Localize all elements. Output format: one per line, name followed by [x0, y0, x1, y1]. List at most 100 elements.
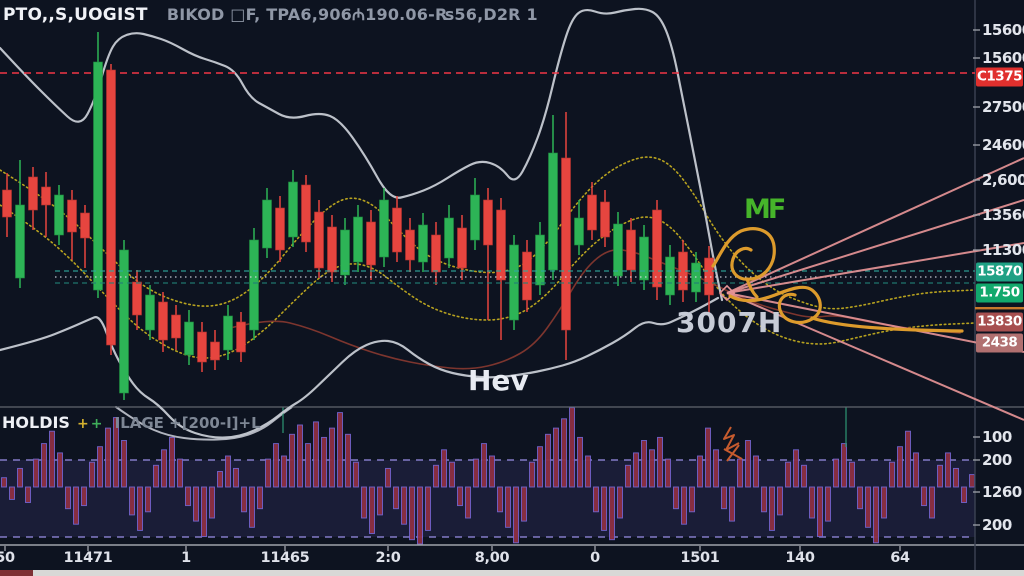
time-axis-label: 140: [785, 550, 815, 566]
candle: [249, 239, 259, 331]
candle: [158, 301, 168, 341]
candle: [340, 229, 350, 276]
price-badge: 15870: [976, 262, 1023, 282]
indicator-plus-icon: +: [77, 416, 89, 432]
hand-drawn-doodle: [711, 227, 776, 281]
candle: [561, 157, 571, 331]
candle: [80, 212, 90, 239]
candle: [470, 194, 480, 241]
price-badge: 13830: [976, 312, 1023, 332]
candle: [288, 181, 298, 238]
candle: [197, 331, 207, 363]
scroll-strip-segment[interactable]: [33, 570, 1024, 576]
candle: [171, 314, 181, 339]
time-axis-label: 1: [181, 550, 191, 566]
candle: [41, 186, 51, 206]
candle: [314, 211, 324, 269]
candle: [587, 194, 597, 231]
candle: [613, 223, 623, 277]
candle: [15, 204, 25, 279]
price-axis-label: 2,600: [982, 171, 1024, 189]
candle: [522, 251, 532, 301]
time-axis-label: 50: [0, 550, 15, 566]
candle: [275, 207, 285, 251]
price-axis-label: 11300: [982, 241, 1024, 259]
candle: [548, 152, 558, 271]
candle: [327, 226, 337, 273]
symbol-name: PTO,,S,UOGIST: [3, 5, 148, 25]
candle: [535, 234, 545, 286]
price-axis-label: 27500: [982, 98, 1024, 116]
indicator-plus-icon: +: [90, 416, 103, 432]
price-axis-label: 200: [982, 516, 1012, 534]
candle: [54, 194, 64, 236]
price-badge: 2438: [976, 333, 1023, 353]
price-axis-label: 1260: [982, 483, 1022, 501]
candle: [574, 217, 584, 246]
candle: [301, 184, 311, 243]
oscillator-doodle: [723, 426, 743, 462]
candle: [2, 189, 12, 218]
symbol-title-bar: PTO,,S,UOGIST BIKOD □F, TPA6,906₼190.06-…: [3, 3, 538, 25]
price-axis-label: 24600: [982, 136, 1024, 154]
candle: [626, 229, 636, 271]
annotation-mf-text: MF: [744, 194, 786, 225]
time-axis-label: 1501: [680, 550, 720, 566]
indicator-label[interactable]: HOLDIS + + ILAGE +[200-I]+L: [2, 413, 261, 432]
candle: [145, 294, 155, 331]
time-axis-label: 11471: [63, 550, 113, 566]
candle: [28, 176, 38, 211]
candle: [600, 201, 610, 238]
candle: [431, 234, 441, 273]
bottom-scroll-strip[interactable]: [0, 570, 1024, 576]
candle: [210, 341, 220, 361]
candle: [392, 207, 402, 253]
price-axis-label: 15600: [982, 49, 1024, 67]
price-axis-label: 200: [982, 451, 1012, 469]
candle: [184, 321, 194, 356]
candle: [405, 229, 415, 261]
candle: [132, 281, 142, 316]
hand-drawn-doodle: [728, 285, 822, 324]
candle: [457, 227, 467, 269]
candle: [665, 256, 675, 296]
candle: [639, 236, 649, 281]
candle: [379, 199, 389, 258]
time-axis-label: 64: [890, 550, 910, 566]
candle: [444, 217, 454, 259]
annotation-hev-text: Hev: [468, 364, 529, 397]
price-axis-label: 13560: [982, 206, 1024, 224]
candle: [652, 209, 662, 288]
indicator-name: HOLDIS: [2, 413, 70, 432]
time-axis-label: 0: [590, 550, 600, 566]
candle: [366, 221, 376, 266]
price-badge: 1.750: [976, 283, 1023, 303]
time-axis[interactable]: 50 11471 1 11465 2:0 8,00 0 1501 140 64: [0, 545, 1024, 571]
candle: [704, 257, 714, 296]
price-axis[interactable]: 15600 15600 27500 24600 2,600 13560 11300 100 20…: [975, 0, 1024, 545]
candle: [93, 61, 103, 291]
scroll-strip-segment[interactable]: [0, 570, 33, 576]
time-axis-label: 2:0: [375, 550, 401, 566]
price-badge: C1375: [976, 67, 1023, 87]
hand-drawn-doodle: [745, 277, 759, 299]
annotation-level-text: 3007H: [676, 306, 783, 339]
hand-drawn-doodle: [810, 316, 964, 333]
candle: [483, 199, 493, 246]
time-axis-label: 11465: [260, 550, 310, 566]
symbol-info: BIKOD □F, TPA6,906₼190.06-₨56,D2R 1: [166, 5, 538, 24]
candle: [353, 216, 363, 263]
price-axis-label: 15600: [982, 21, 1024, 39]
candle: [496, 209, 506, 281]
candle: [418, 224, 428, 263]
candle: [106, 69, 116, 346]
price-axis-label: 100: [982, 428, 1012, 446]
indicator-params: ILAGE +[200-I]+L: [114, 414, 261, 432]
time-axis-label: 8,00: [474, 550, 510, 566]
candle: [262, 199, 272, 249]
candle: [236, 321, 246, 353]
candle: [119, 249, 129, 394]
candle: [67, 199, 77, 233]
